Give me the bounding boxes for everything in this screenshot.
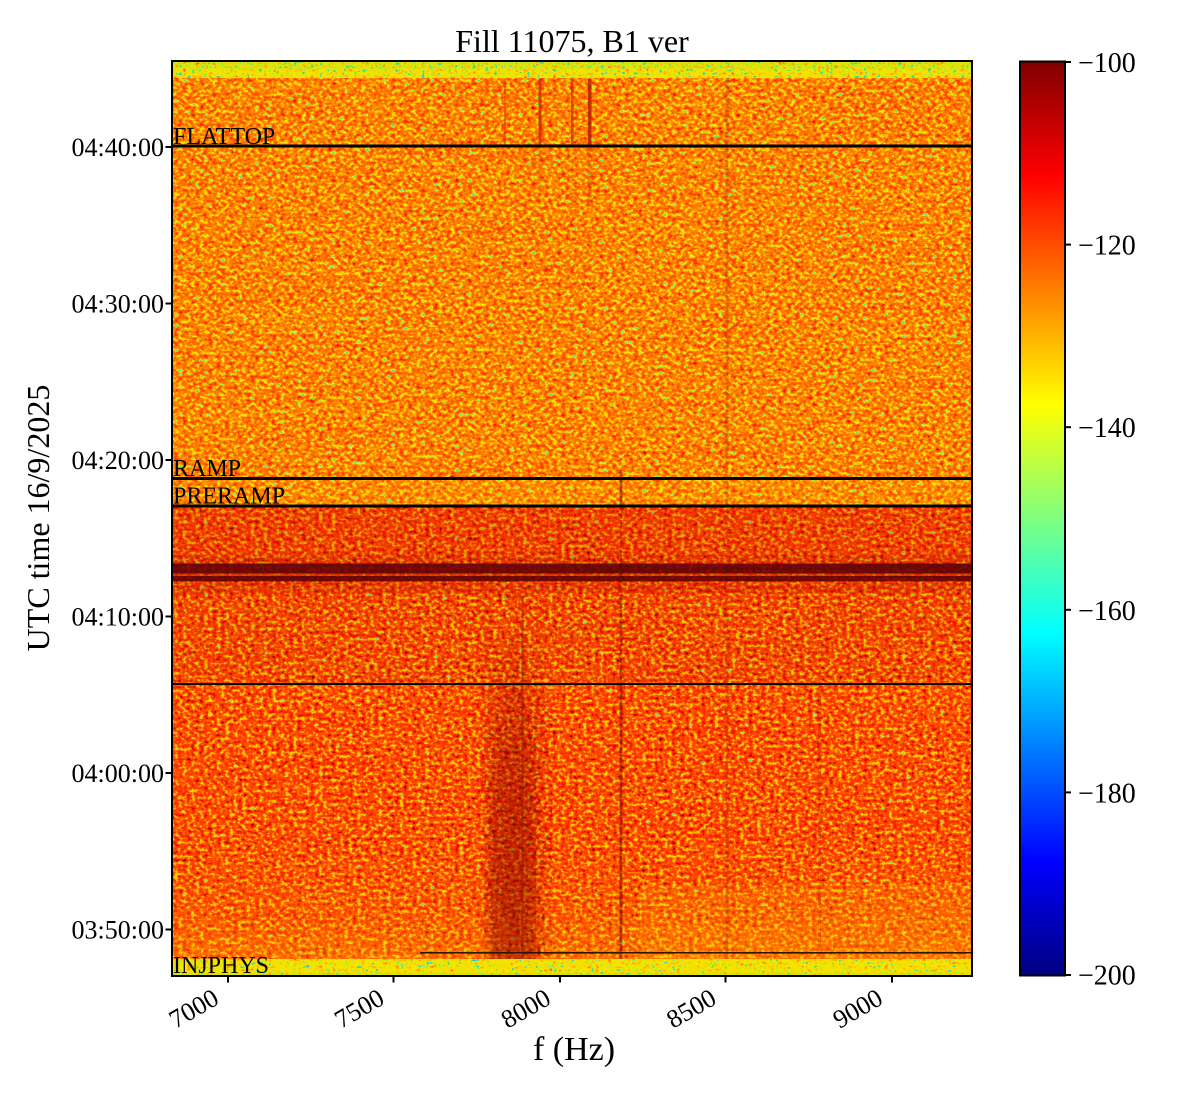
svg-text:PRERAMP: PRERAMP (173, 484, 285, 510)
svg-text:−140: −140 (1078, 413, 1136, 444)
svg-text:UTC time 16/9/2025: UTC time 16/9/2025 (20, 385, 56, 652)
svg-text:04:20:00: 04:20:00 (72, 446, 164, 475)
svg-text:9000: 9000 (828, 983, 888, 1034)
svg-text:Fill 11075, B1 ver: Fill 11075, B1 ver (455, 23, 689, 59)
svg-text:8500: 8500 (661, 983, 721, 1034)
svg-text:8000: 8000 (496, 983, 556, 1034)
svg-text:FLATTOP: FLATTOP (173, 124, 275, 150)
svg-text:7500: 7500 (329, 983, 389, 1034)
svg-text:−180: −180 (1078, 778, 1136, 809)
svg-text:−120: −120 (1078, 231, 1136, 262)
svg-text:f (Hz): f (Hz) (533, 1031, 615, 1068)
svg-text:RAMP: RAMP (173, 456, 241, 482)
svg-text:04:40:00: 04:40:00 (72, 133, 164, 162)
svg-text:−200: −200 (1078, 961, 1136, 992)
svg-text:−160: −160 (1078, 596, 1136, 627)
svg-text:03:50:00: 03:50:00 (72, 916, 164, 945)
svg-text:04:00:00: 04:00:00 (72, 759, 164, 788)
svg-text:04:30:00: 04:30:00 (72, 290, 164, 319)
svg-text:INJPHYS: INJPHYS (173, 953, 269, 979)
svg-text:7000: 7000 (164, 983, 224, 1034)
svg-text:04:10:00: 04:10:00 (72, 603, 164, 632)
svg-text:−100: −100 (1078, 48, 1136, 79)
